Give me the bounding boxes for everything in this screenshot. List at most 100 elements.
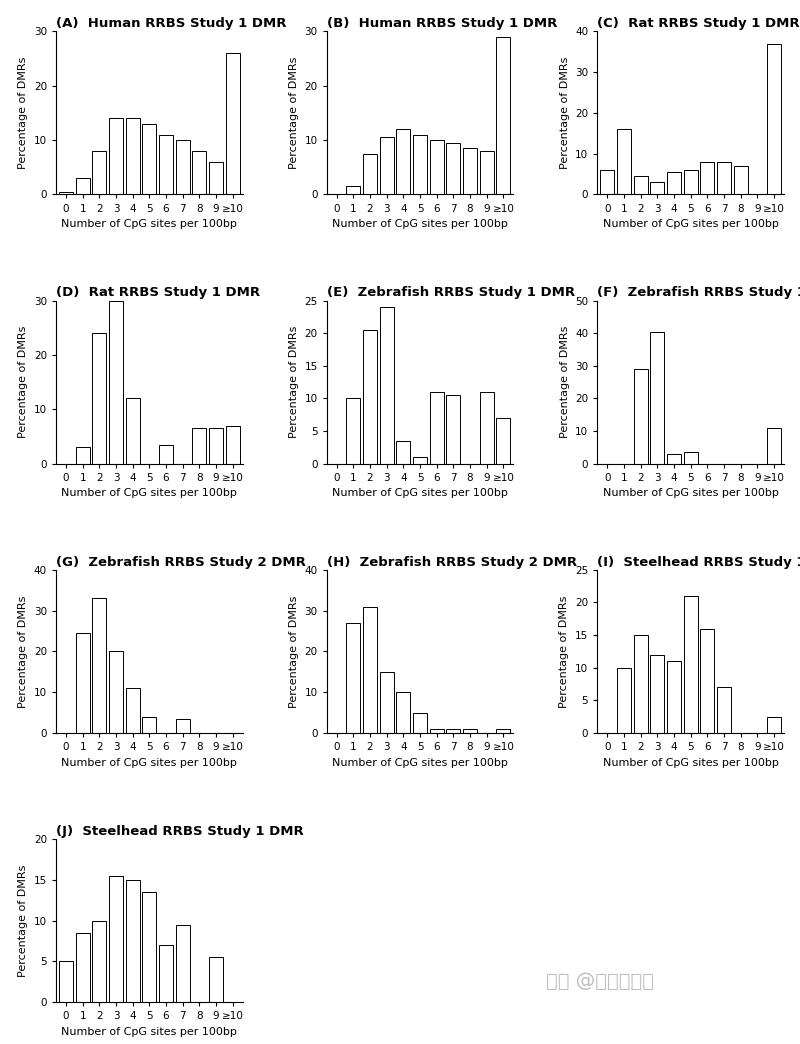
Bar: [700, 628, 714, 733]
Text: 知乎 @易基因科技: 知乎 @易基因科技: [546, 972, 654, 991]
Bar: [226, 426, 240, 464]
Y-axis label: Percentage of DMRs: Percentage of DMRs: [18, 326, 28, 438]
Bar: [430, 392, 444, 464]
Bar: [75, 633, 90, 733]
Y-axis label: Percentage of DMRs: Percentage of DMRs: [18, 56, 28, 169]
Bar: [126, 688, 140, 733]
X-axis label: Number of CpG sites per 100bp: Number of CpG sites per 100bp: [62, 1027, 238, 1037]
Bar: [92, 333, 106, 464]
Bar: [413, 135, 427, 194]
Bar: [346, 623, 361, 733]
Bar: [617, 129, 631, 194]
Bar: [126, 880, 140, 1002]
Bar: [175, 140, 190, 194]
X-axis label: Number of CpG sites per 100bp: Number of CpG sites per 100bp: [602, 489, 778, 498]
Bar: [683, 452, 698, 464]
Bar: [479, 392, 494, 464]
Bar: [92, 151, 106, 194]
Bar: [396, 441, 410, 464]
Bar: [75, 448, 90, 464]
Bar: [192, 151, 206, 194]
Bar: [463, 148, 477, 194]
Bar: [650, 655, 665, 733]
Bar: [379, 138, 394, 194]
Text: (E)  Zebrafish RRBS Study 1 DMR: (E) Zebrafish RRBS Study 1 DMR: [326, 286, 574, 300]
Bar: [446, 729, 461, 733]
Bar: [634, 635, 648, 733]
Bar: [496, 729, 510, 733]
Bar: [75, 933, 90, 1002]
Y-axis label: Percentage of DMRs: Percentage of DMRs: [289, 595, 299, 708]
Bar: [496, 418, 510, 464]
Bar: [617, 668, 631, 733]
Text: (F)  Zebrafish RRBS Study 1 DMR: (F) Zebrafish RRBS Study 1 DMR: [598, 286, 800, 300]
Text: (G)  Zebrafish RRBS Study 2 DMR: (G) Zebrafish RRBS Study 2 DMR: [56, 555, 306, 569]
Bar: [667, 172, 681, 194]
Text: (J)  Steelhead RRBS Study 1 DMR: (J) Steelhead RRBS Study 1 DMR: [56, 825, 304, 838]
Text: (H)  Zebrafish RRBS Study 2 DMR: (H) Zebrafish RRBS Study 2 DMR: [326, 555, 577, 569]
Bar: [59, 192, 73, 194]
Bar: [346, 186, 361, 194]
Bar: [700, 162, 714, 194]
Y-axis label: Percentage of DMRs: Percentage of DMRs: [559, 595, 570, 708]
Bar: [142, 716, 157, 733]
Bar: [717, 687, 731, 733]
Bar: [109, 118, 123, 194]
Bar: [413, 713, 427, 733]
Bar: [126, 399, 140, 464]
Bar: [209, 957, 223, 1002]
Y-axis label: Percentage of DMRs: Percentage of DMRs: [289, 56, 299, 169]
Bar: [413, 457, 427, 464]
Bar: [109, 651, 123, 733]
Bar: [209, 162, 223, 194]
Bar: [379, 671, 394, 733]
X-axis label: Number of CpG sites per 100bp: Number of CpG sites per 100bp: [62, 758, 238, 767]
Bar: [717, 162, 731, 194]
Bar: [192, 428, 206, 464]
Bar: [463, 729, 477, 733]
X-axis label: Number of CpG sites per 100bp: Number of CpG sites per 100bp: [332, 219, 508, 229]
Bar: [650, 332, 665, 464]
Y-axis label: Percentage of DMRs: Percentage of DMRs: [560, 326, 570, 438]
Bar: [734, 166, 748, 194]
X-axis label: Number of CpG sites per 100bp: Number of CpG sites per 100bp: [332, 489, 508, 498]
X-axis label: Number of CpG sites per 100bp: Number of CpG sites per 100bp: [602, 758, 778, 767]
Text: (D)  Rat RRBS Study 1 DMR: (D) Rat RRBS Study 1 DMR: [56, 286, 260, 300]
Text: (A)  Human RRBS Study 1 DMR: (A) Human RRBS Study 1 DMR: [56, 17, 286, 30]
Bar: [75, 179, 90, 194]
Bar: [363, 607, 377, 733]
Bar: [479, 151, 494, 194]
Bar: [209, 428, 223, 464]
Bar: [379, 307, 394, 464]
Bar: [159, 945, 173, 1002]
Bar: [363, 330, 377, 464]
X-axis label: Number of CpG sites per 100bp: Number of CpG sites per 100bp: [62, 219, 238, 229]
Text: (I)  Steelhead RRBS Study 1 DMR: (I) Steelhead RRBS Study 1 DMR: [598, 555, 800, 569]
Bar: [396, 129, 410, 194]
Bar: [92, 598, 106, 733]
X-axis label: Number of CpG sites per 100bp: Number of CpG sites per 100bp: [62, 489, 238, 498]
Y-axis label: Percentage of DMRs: Percentage of DMRs: [560, 56, 570, 169]
Bar: [496, 37, 510, 194]
Bar: [767, 428, 781, 464]
Bar: [667, 661, 681, 733]
Bar: [109, 876, 123, 1002]
X-axis label: Number of CpG sites per 100bp: Number of CpG sites per 100bp: [332, 758, 508, 767]
Bar: [634, 370, 648, 464]
Text: (C)  Rat RRBS Study 1 DMR: (C) Rat RRBS Study 1 DMR: [598, 17, 800, 30]
Bar: [159, 135, 173, 194]
Bar: [683, 170, 698, 194]
Y-axis label: Percentage of DMRs: Percentage of DMRs: [18, 595, 28, 708]
Bar: [142, 892, 157, 1002]
Bar: [126, 118, 140, 194]
Bar: [159, 445, 173, 464]
Bar: [600, 170, 614, 194]
Bar: [59, 962, 73, 1002]
Bar: [226, 53, 240, 194]
Bar: [767, 44, 781, 194]
Bar: [109, 301, 123, 464]
Bar: [92, 921, 106, 1002]
Bar: [430, 729, 444, 733]
Y-axis label: Percentage of DMRs: Percentage of DMRs: [289, 326, 299, 438]
Y-axis label: Percentage of DMRs: Percentage of DMRs: [18, 864, 28, 977]
